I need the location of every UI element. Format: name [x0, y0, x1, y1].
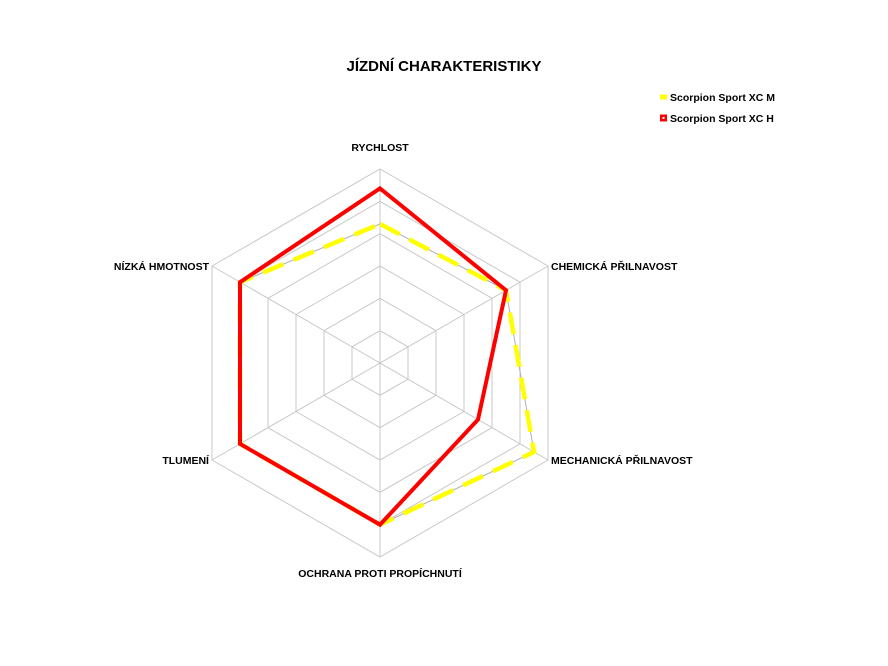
- axis-label-1: CHEMICKÁ PŘILNAVOST: [551, 260, 678, 273]
- axis-label-5: NÍZKÁ HMOTNOST: [114, 260, 210, 273]
- radar-grid: [211, 168, 549, 558]
- legend-marker-series-2: [660, 114, 667, 122]
- axis-label-4: TLUMENÍ: [162, 454, 210, 467]
- series-1: [237, 221, 537, 527]
- spoke-2: [379, 362, 549, 461]
- legend-label-series-2: Scorpion Sport XC H: [670, 113, 774, 125]
- series-1-underline: [239, 223, 535, 526]
- legend-label-series-1: Scorpion Sport XC M: [670, 92, 775, 104]
- series-1-line: [237, 221, 537, 527]
- legend: Scorpion Sport XC M Scorpion Sport XC H: [660, 92, 775, 125]
- axis-label-0: RYCHLOST: [351, 142, 409, 154]
- axis-label-3: OCHRANA PROTI PROPÍCHNUTÍ: [298, 567, 463, 580]
- radar-series: [237, 185, 537, 528]
- legend-item-series-1: Scorpion Sport XC M: [660, 92, 775, 104]
- series-2: [237, 185, 509, 528]
- axis-labels: RYCHLOST CHEMICKÁ PŘILNAVOST MECHANICKÁ PŘ…: [114, 142, 693, 580]
- axis-label-2: MECHANICKÁ PŘILNAVOST: [551, 454, 693, 467]
- chart-title: JÍZDNÍ CHARAKTERISTIKY: [346, 58, 541, 75]
- spoke-1: [379, 265, 549, 364]
- legend-item-series-2: Scorpion Sport XC H: [660, 113, 774, 125]
- series-2-line: [237, 185, 509, 528]
